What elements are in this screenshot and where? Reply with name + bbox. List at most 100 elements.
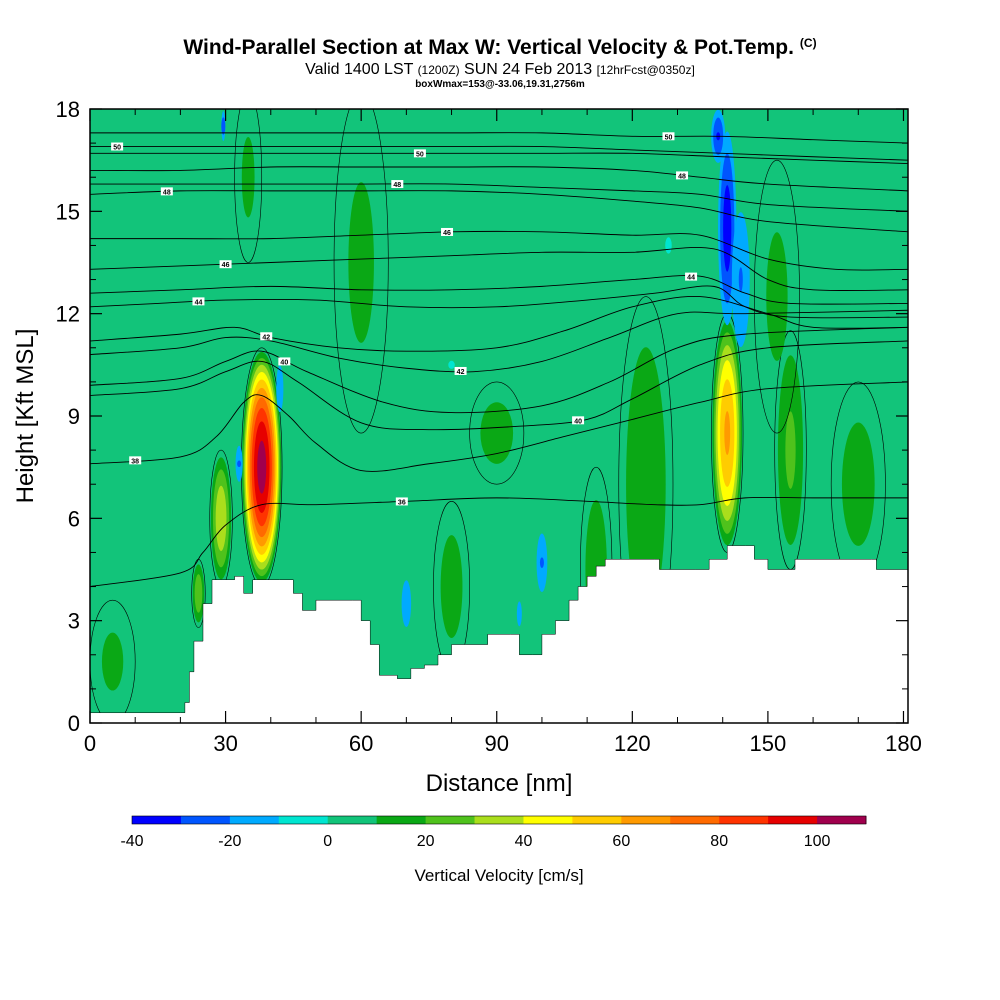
theta-label: 46 [222, 262, 230, 269]
colorbar-tick-label: -20 [218, 833, 241, 850]
colorbar-swatch [474, 816, 524, 824]
theta-contour-line [90, 166, 908, 192]
x-tick-label: 30 [213, 731, 237, 756]
utc-time: (1200Z) [417, 63, 460, 77]
colorbar-swatch [376, 816, 427, 824]
velocity-band [440, 535, 463, 638]
theta-label-bg [192, 297, 205, 306]
theta-label-bg [413, 149, 426, 158]
x-tick-label: 120 [614, 731, 651, 756]
theta-label: 48 [163, 189, 171, 196]
theta-label-bg [278, 357, 291, 366]
colorbar-swatch [180, 816, 231, 824]
theta-label: 44 [195, 299, 203, 306]
colorbar-swatch [768, 816, 818, 824]
velocity-cell [235, 445, 243, 482]
colorbar-tick-label: 100 [804, 833, 831, 850]
theta-label-bg [260, 332, 273, 341]
velocity-cell [774, 330, 807, 570]
theta-contour-line [90, 246, 908, 291]
colorbar-swatch [719, 816, 769, 824]
velocity-band [348, 182, 374, 343]
velocity-band [480, 402, 514, 464]
velocity-cell [731, 212, 750, 348]
velocity-band [257, 440, 267, 494]
velocity-band [665, 237, 672, 254]
theta-label-bg [454, 366, 467, 375]
colorbar-swatch [523, 816, 573, 824]
velocity-band [276, 365, 284, 413]
colorbar-tick-label: 0 [323, 833, 332, 850]
velocity-band [448, 360, 455, 369]
valid-time: Valid 1400 LST [305, 61, 414, 78]
y-tick-label: 12 [56, 302, 80, 327]
y-tick-label: 6 [68, 506, 80, 531]
velocity-cell [469, 381, 525, 485]
velocity-cell [711, 313, 744, 553]
theta-label-bg [676, 171, 689, 180]
velocity-cell [665, 237, 672, 254]
theta-label: 50 [665, 134, 673, 141]
valid-date: SUN 24 Feb 2013 [464, 61, 593, 78]
velocity-band [241, 137, 255, 218]
colorbar-tick-label: 80 [710, 833, 728, 850]
theta-label: 48 [678, 173, 686, 180]
plot-area: 36 38 40 40 42 42 44 44 46 46 48 48 48 50 50 50 [90, 109, 908, 723]
theta-label-bg [160, 187, 173, 196]
y-tick-label: 3 [68, 609, 80, 634]
theta-contour-line [90, 230, 908, 271]
theta-contour-line [90, 190, 908, 233]
velocity-cell [209, 449, 233, 587]
velocity-cell [191, 558, 206, 628]
velocity-cell [536, 533, 548, 592]
y-tick-label: 15 [56, 199, 80, 224]
colorbar: -40 -20 0 20 40 60 80 100 [120, 815, 867, 850]
velocity-band [401, 580, 412, 627]
theta-contour-line [90, 152, 908, 165]
velocity-cell [241, 347, 283, 587]
colorbar-swatch [572, 816, 622, 824]
theta-label: 42 [457, 369, 465, 376]
theta-label-bg [395, 497, 408, 506]
y-axis-label: Height [Kft MSL] [12, 329, 39, 504]
velocity-band [626, 347, 666, 622]
colorbar-tick-label: -40 [120, 833, 143, 850]
theta-label: 44 [687, 275, 695, 282]
y-tick-label: 9 [68, 404, 80, 429]
theta-contour-line [90, 285, 908, 319]
velocity-cell [401, 580, 412, 627]
velocity-band [738, 267, 743, 292]
x-tick-label: 0 [84, 731, 96, 756]
x-tick-label: 150 [750, 731, 787, 756]
theta-label: 40 [574, 418, 582, 425]
colorbar-swatch [670, 816, 720, 824]
velocity-band [237, 460, 242, 468]
y-tick-label: 0 [68, 711, 80, 736]
theta-contour-line [90, 132, 908, 144]
theta-label: 38 [131, 458, 139, 465]
theta-label-bg [441, 227, 454, 236]
theta-label: 48 [393, 182, 401, 189]
theta-label-bg [391, 180, 404, 189]
velocity-band [221, 117, 226, 135]
theta-contour-line [90, 496, 908, 588]
velocity-cell [221, 111, 226, 142]
theta-contour-line [90, 326, 908, 414]
colorbar-swatch [278, 816, 329, 824]
velocity-band [194, 574, 203, 613]
velocity-band [841, 422, 875, 546]
theta-label-bg [662, 132, 675, 141]
chart-title-text: Wind-Parallel Section at Max W: Vertical… [183, 36, 794, 59]
velocity-band [724, 411, 731, 456]
theta-contour-line [90, 145, 908, 161]
velocity-cell [276, 365, 284, 413]
colorbar-label: Vertical Velocity [cm/s] [414, 866, 583, 885]
theta-label-bg [219, 260, 232, 269]
colorbar-swatch [621, 816, 671, 824]
velocity-band [766, 232, 788, 361]
chart-title: Wind-Parallel Section at Max W: Vertical… [0, 36, 1000, 60]
velocity-band [215, 485, 227, 551]
velocity-zero-contour [234, 109, 263, 263]
